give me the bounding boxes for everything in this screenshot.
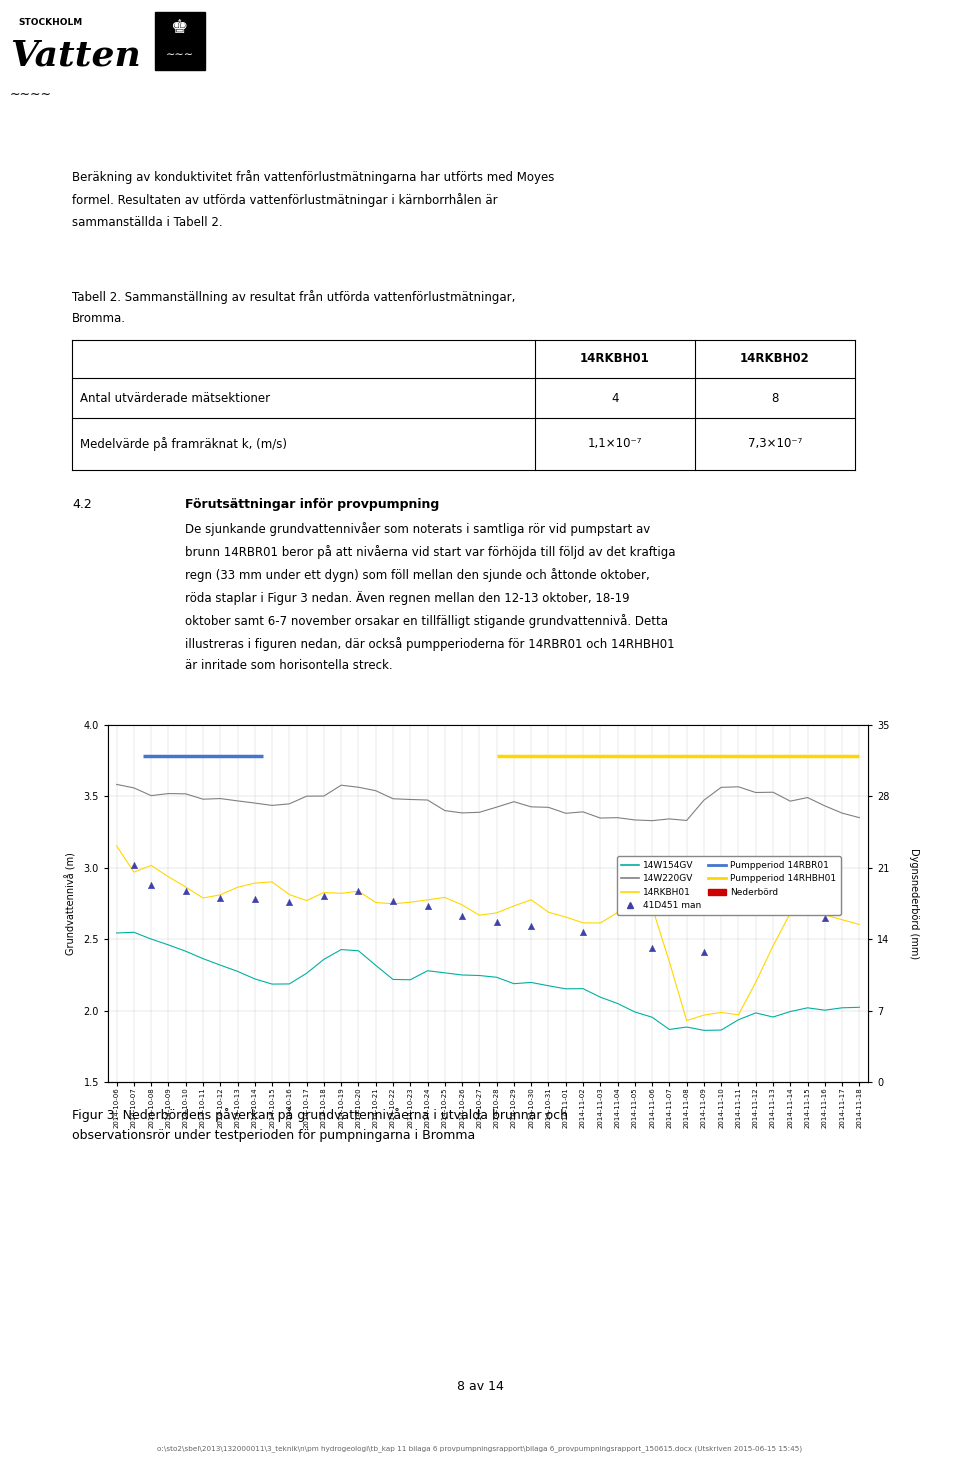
Bar: [403, 1032, 418, 1082]
Point: [489, 910, 504, 934]
Point: [281, 890, 297, 913]
Bar: [801, 995, 815, 1082]
Text: ♚: ♚: [170, 18, 188, 37]
Text: Figur 3. Nederbördens påverkan på grundvattennivåerna i utvalda brunnar och
obse: Figur 3. Nederbördens påverkan på grundv…: [72, 1108, 568, 1142]
Text: 1,1×10⁻⁷: 1,1×10⁻⁷: [588, 437, 642, 451]
Point: [247, 887, 262, 910]
Point: [782, 896, 798, 919]
Text: ∼∼∼: ∼∼∼: [166, 50, 194, 61]
Point: [126, 853, 141, 876]
Point: [644, 936, 660, 959]
Point: [817, 906, 832, 930]
Text: STOCKHOLM: STOCKHOLM: [18, 18, 83, 27]
Point: [575, 921, 590, 944]
Point: [178, 879, 193, 903]
Legend: 14W154GV, 14W220GV, 14RKBH01, 41D451 man, Pumpperiod 14RBR01, Pumpperiod 14RHBH0: 14W154GV, 14W220GV, 14RKBH01, 41D451 man…: [616, 856, 841, 915]
Text: 14RKBH01: 14RKBH01: [580, 352, 650, 365]
Text: Förutsättningar inför provpumpning: Förutsättningar inför provpumpning: [185, 498, 440, 511]
Text: 4.2: 4.2: [72, 498, 92, 511]
Text: Antal utvärderade mätsektioner: Antal utvärderade mätsektioner: [80, 392, 270, 405]
Point: [748, 894, 763, 918]
Text: 7,3×10⁻⁷: 7,3×10⁻⁷: [748, 437, 803, 451]
Bar: [386, 995, 400, 1082]
Bar: [127, 745, 141, 1082]
Bar: [420, 1011, 435, 1082]
Bar: [230, 990, 245, 1082]
Bar: [155, 12, 205, 69]
Point: [420, 894, 435, 918]
Point: [350, 879, 366, 903]
Text: 8 av 14: 8 av 14: [457, 1380, 503, 1392]
Bar: [265, 990, 279, 1082]
Point: [143, 873, 158, 897]
Bar: [351, 995, 366, 1082]
Text: Medelvärde på framräknat k, (m/s): Medelvärde på framräknat k, (m/s): [80, 437, 287, 451]
Point: [454, 905, 469, 928]
Bar: [317, 990, 331, 1082]
Text: 8: 8: [771, 392, 779, 405]
Bar: [714, 986, 729, 1082]
Text: ∼∼∼∼: ∼∼∼∼: [10, 89, 52, 101]
Text: 4: 4: [612, 392, 619, 405]
Point: [316, 884, 331, 907]
Point: [212, 885, 228, 909]
Point: [523, 915, 539, 939]
Y-axis label: Grundvattennivå (m): Grundvattennivå (m): [65, 851, 77, 955]
Bar: [818, 1032, 832, 1082]
Text: o:\sto2\sbel\2013\132000011\3_teknik\n\pm hydrogeologi\tb_kap 11 bilaga 6 provpu: o:\sto2\sbel\2013\132000011\3_teknik\n\p…: [157, 1445, 803, 1451]
Bar: [282, 990, 297, 1082]
Bar: [144, 980, 158, 1082]
Y-axis label: Dygnsnederbörd (mm): Dygnsnederbörd (mm): [909, 848, 919, 959]
Text: De sjunkande grundvattennivåer som noterats i samtliga rör vid pumpstart av
brun: De sjunkande grundvattennivåer som noter…: [185, 522, 676, 672]
Bar: [438, 1001, 452, 1082]
Point: [696, 940, 711, 964]
Point: [385, 888, 400, 912]
Text: Vatten: Vatten: [10, 38, 141, 72]
Text: 14RKBH02: 14RKBH02: [740, 352, 810, 365]
Text: Tabell 2. Sammanställning av resultat från utförda vattenförlustmätningar,
Bromm: Tabell 2. Sammanställning av resultat fr…: [72, 290, 516, 325]
Text: Beräkning av konduktivitet från vattenförlustmätningarna har utförts med Moyes
f: Beräkning av konduktivitet från vattenfö…: [72, 170, 554, 229]
Bar: [109, 1015, 124, 1082]
